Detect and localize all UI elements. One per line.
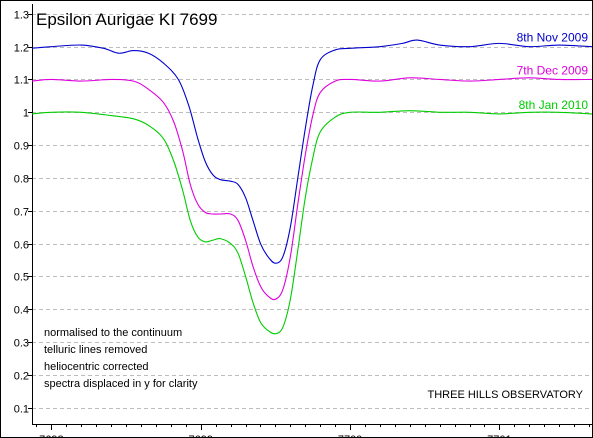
annotation-line: normalised to the continuum (44, 327, 182, 339)
y-tick-label: 0.4 (14, 305, 29, 317)
y-tick-label: 1 (23, 108, 29, 120)
annotation-line: spectra displaced in y for clarity (44, 378, 198, 390)
y-tick-label: 0.7 (14, 207, 29, 219)
y-tick-label: 1.2 (14, 43, 29, 55)
y-tick-label: 0.8 (14, 174, 29, 186)
series-label-1: 7th Dec 2009 (517, 63, 589, 77)
x-tick-label: 7698 (39, 434, 63, 438)
y-tick-label: 0.6 (14, 240, 29, 252)
x-tick-label: 7700 (338, 434, 362, 438)
observatory-credit: THREE HILLS OBSERVATORY (428, 389, 584, 401)
series-line-1 (31, 77, 593, 301)
y-tick-label: 0.2 (14, 371, 29, 383)
y-tick-label: 0.3 (14, 338, 29, 350)
annotation-line: heliocentric corrected (44, 361, 149, 373)
chart-title: Epsilon Aurigae KI 7699 (36, 10, 217, 29)
annotation-notes: normalised to the continuum telluric line… (44, 327, 198, 390)
series-label-2: 8th Jan 2010 (519, 98, 589, 112)
annotation-line: telluric lines removed (44, 344, 147, 356)
y-tick-label: 0.1 (14, 404, 29, 416)
legend-layer: 8th Nov 2009 7th Dec 2009 8th Jan 2010 (517, 31, 589, 112)
y-tick-label: 0.5 (14, 272, 29, 284)
series-line-0 (31, 39, 593, 264)
y-tick-label: 1.1 (14, 75, 29, 87)
y-tick-label: 0.9 (14, 141, 29, 153)
x-tick-label: 7701 (487, 434, 511, 438)
y-tick-label: 1.3 (14, 10, 29, 22)
series-layer (31, 39, 593, 335)
x-tick-label: 7699 (189, 434, 213, 438)
series-line-2 (31, 110, 593, 335)
series-label-0: 8th Nov 2009 (517, 31, 589, 45)
axes-layer: 0.1 0.2 0.3 0.4 0.5 0.6 0.7 0.8 0.9 1 1.1 1.2 1.3 769… (14, 4, 592, 438)
